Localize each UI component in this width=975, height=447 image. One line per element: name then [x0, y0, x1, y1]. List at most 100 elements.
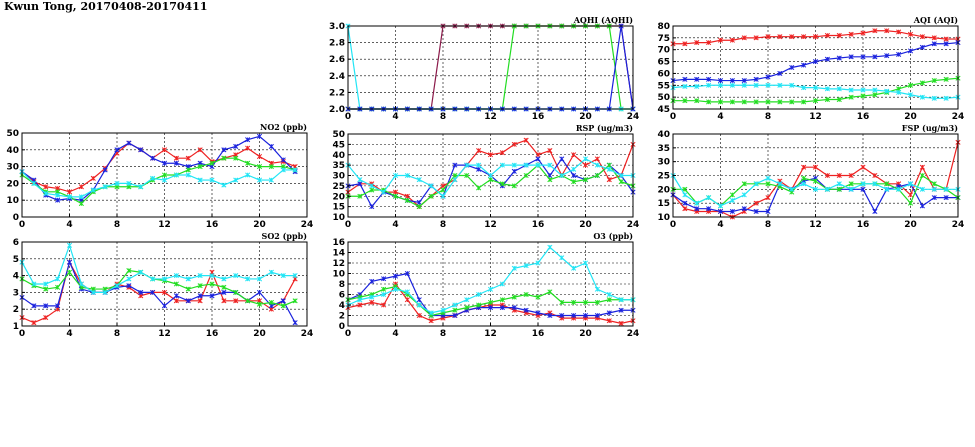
data-point — [233, 177, 239, 183]
data-point — [824, 186, 830, 192]
data-point — [741, 181, 747, 187]
data-point — [931, 95, 937, 101]
x-tick-label: 8 — [765, 220, 771, 230]
data-point — [245, 160, 251, 166]
data-point — [256, 164, 263, 170]
data-point — [943, 76, 949, 82]
data-point — [812, 34, 819, 40]
data-point — [919, 203, 925, 209]
data-point — [197, 283, 203, 289]
data-point — [559, 255, 565, 261]
data-point — [931, 77, 937, 84]
x-tick-label: 24 — [952, 112, 965, 122]
data-point — [618, 307, 624, 313]
data-point — [161, 172, 168, 178]
data-point — [209, 177, 215, 183]
x-tick-label: 8 — [440, 329, 446, 339]
data-point — [185, 172, 191, 178]
series-line-red — [21, 142, 296, 193]
data-point — [90, 175, 96, 181]
x-tick-label: 8 — [440, 220, 446, 230]
data-point — [292, 298, 298, 304]
x-tick-label: 12 — [158, 220, 171, 230]
y-tick-label: 55 — [657, 81, 670, 91]
data-point — [682, 41, 688, 47]
data-point — [523, 172, 529, 179]
data-point — [559, 299, 565, 305]
data-point — [535, 260, 541, 266]
x-tick-label: 4 — [66, 329, 72, 339]
data-point — [571, 152, 577, 158]
data-point — [102, 167, 108, 173]
data-point — [511, 168, 517, 174]
data-point — [245, 172, 251, 178]
data-point — [824, 56, 830, 62]
data-point — [729, 192, 735, 198]
y-tick-label: 10 — [332, 213, 345, 223]
data-point — [369, 187, 375, 193]
data-point — [535, 310, 541, 316]
data-point — [547, 289, 553, 295]
data-point — [943, 36, 949, 42]
data-point — [369, 183, 375, 189]
data-point — [535, 152, 541, 158]
data-point — [173, 155, 179, 161]
x-tick-label: 16 — [206, 329, 219, 339]
data-point — [801, 164, 807, 170]
data-point — [511, 265, 517, 271]
data-point — [487, 305, 494, 311]
y-tick-label: 30 — [6, 163, 19, 173]
data-point — [55, 197, 61, 203]
x-tick-label: 16 — [857, 220, 870, 230]
data-point — [102, 289, 108, 295]
data-point — [487, 172, 494, 179]
data-point — [404, 270, 410, 277]
data-point — [209, 281, 215, 287]
data-point — [765, 181, 771, 187]
data-point — [392, 286, 399, 292]
data-point — [280, 303, 286, 309]
data-point — [931, 181, 937, 187]
data-point — [487, 299, 494, 305]
y-tick-label: 2.4 — [329, 72, 345, 82]
data-point — [404, 193, 410, 199]
data-point — [682, 83, 688, 90]
data-point — [594, 156, 600, 162]
data-point — [682, 192, 688, 198]
y-tick-label: 20 — [6, 179, 19, 189]
data-point — [812, 85, 819, 91]
series-line-green — [21, 269, 296, 307]
data-point — [31, 281, 37, 287]
chart-no2: 0 4 8 12 16 20 24 0 10 20 30 40 50 NO2 (ppb) — [6, 122, 313, 230]
data-point — [416, 297, 422, 303]
data-point — [126, 276, 132, 282]
data-point — [943, 195, 949, 201]
x-tick-label: 24 — [952, 220, 965, 230]
y-tick-label: 12 — [332, 259, 345, 269]
data-point — [173, 298, 179, 304]
data-point — [268, 177, 274, 183]
data-point — [682, 98, 688, 104]
data-point — [741, 192, 747, 198]
x-tick-label: 12 — [484, 220, 497, 230]
page-title: Kwun Tong, 20170408-20170411 — [4, 0, 208, 13]
x-tick-label: 20 — [253, 220, 266, 230]
x-tick-label: 24 — [627, 329, 640, 339]
data-point — [907, 31, 914, 37]
data-point — [66, 242, 73, 248]
data-point — [919, 186, 925, 192]
data-point — [777, 34, 783, 40]
data-point — [547, 162, 553, 168]
data-point — [919, 80, 925, 86]
data-point — [43, 281, 49, 287]
y-tick-label: 50 — [657, 93, 670, 103]
y-tick-label: 2.0 — [329, 105, 345, 115]
y-tick-label: 6 — [13, 238, 19, 248]
data-point — [43, 315, 49, 321]
data-point — [55, 276, 61, 282]
data-point — [824, 86, 830, 92]
data-point — [357, 181, 363, 187]
data-point — [884, 88, 890, 94]
data-point — [499, 150, 505, 156]
data-point — [801, 85, 807, 91]
